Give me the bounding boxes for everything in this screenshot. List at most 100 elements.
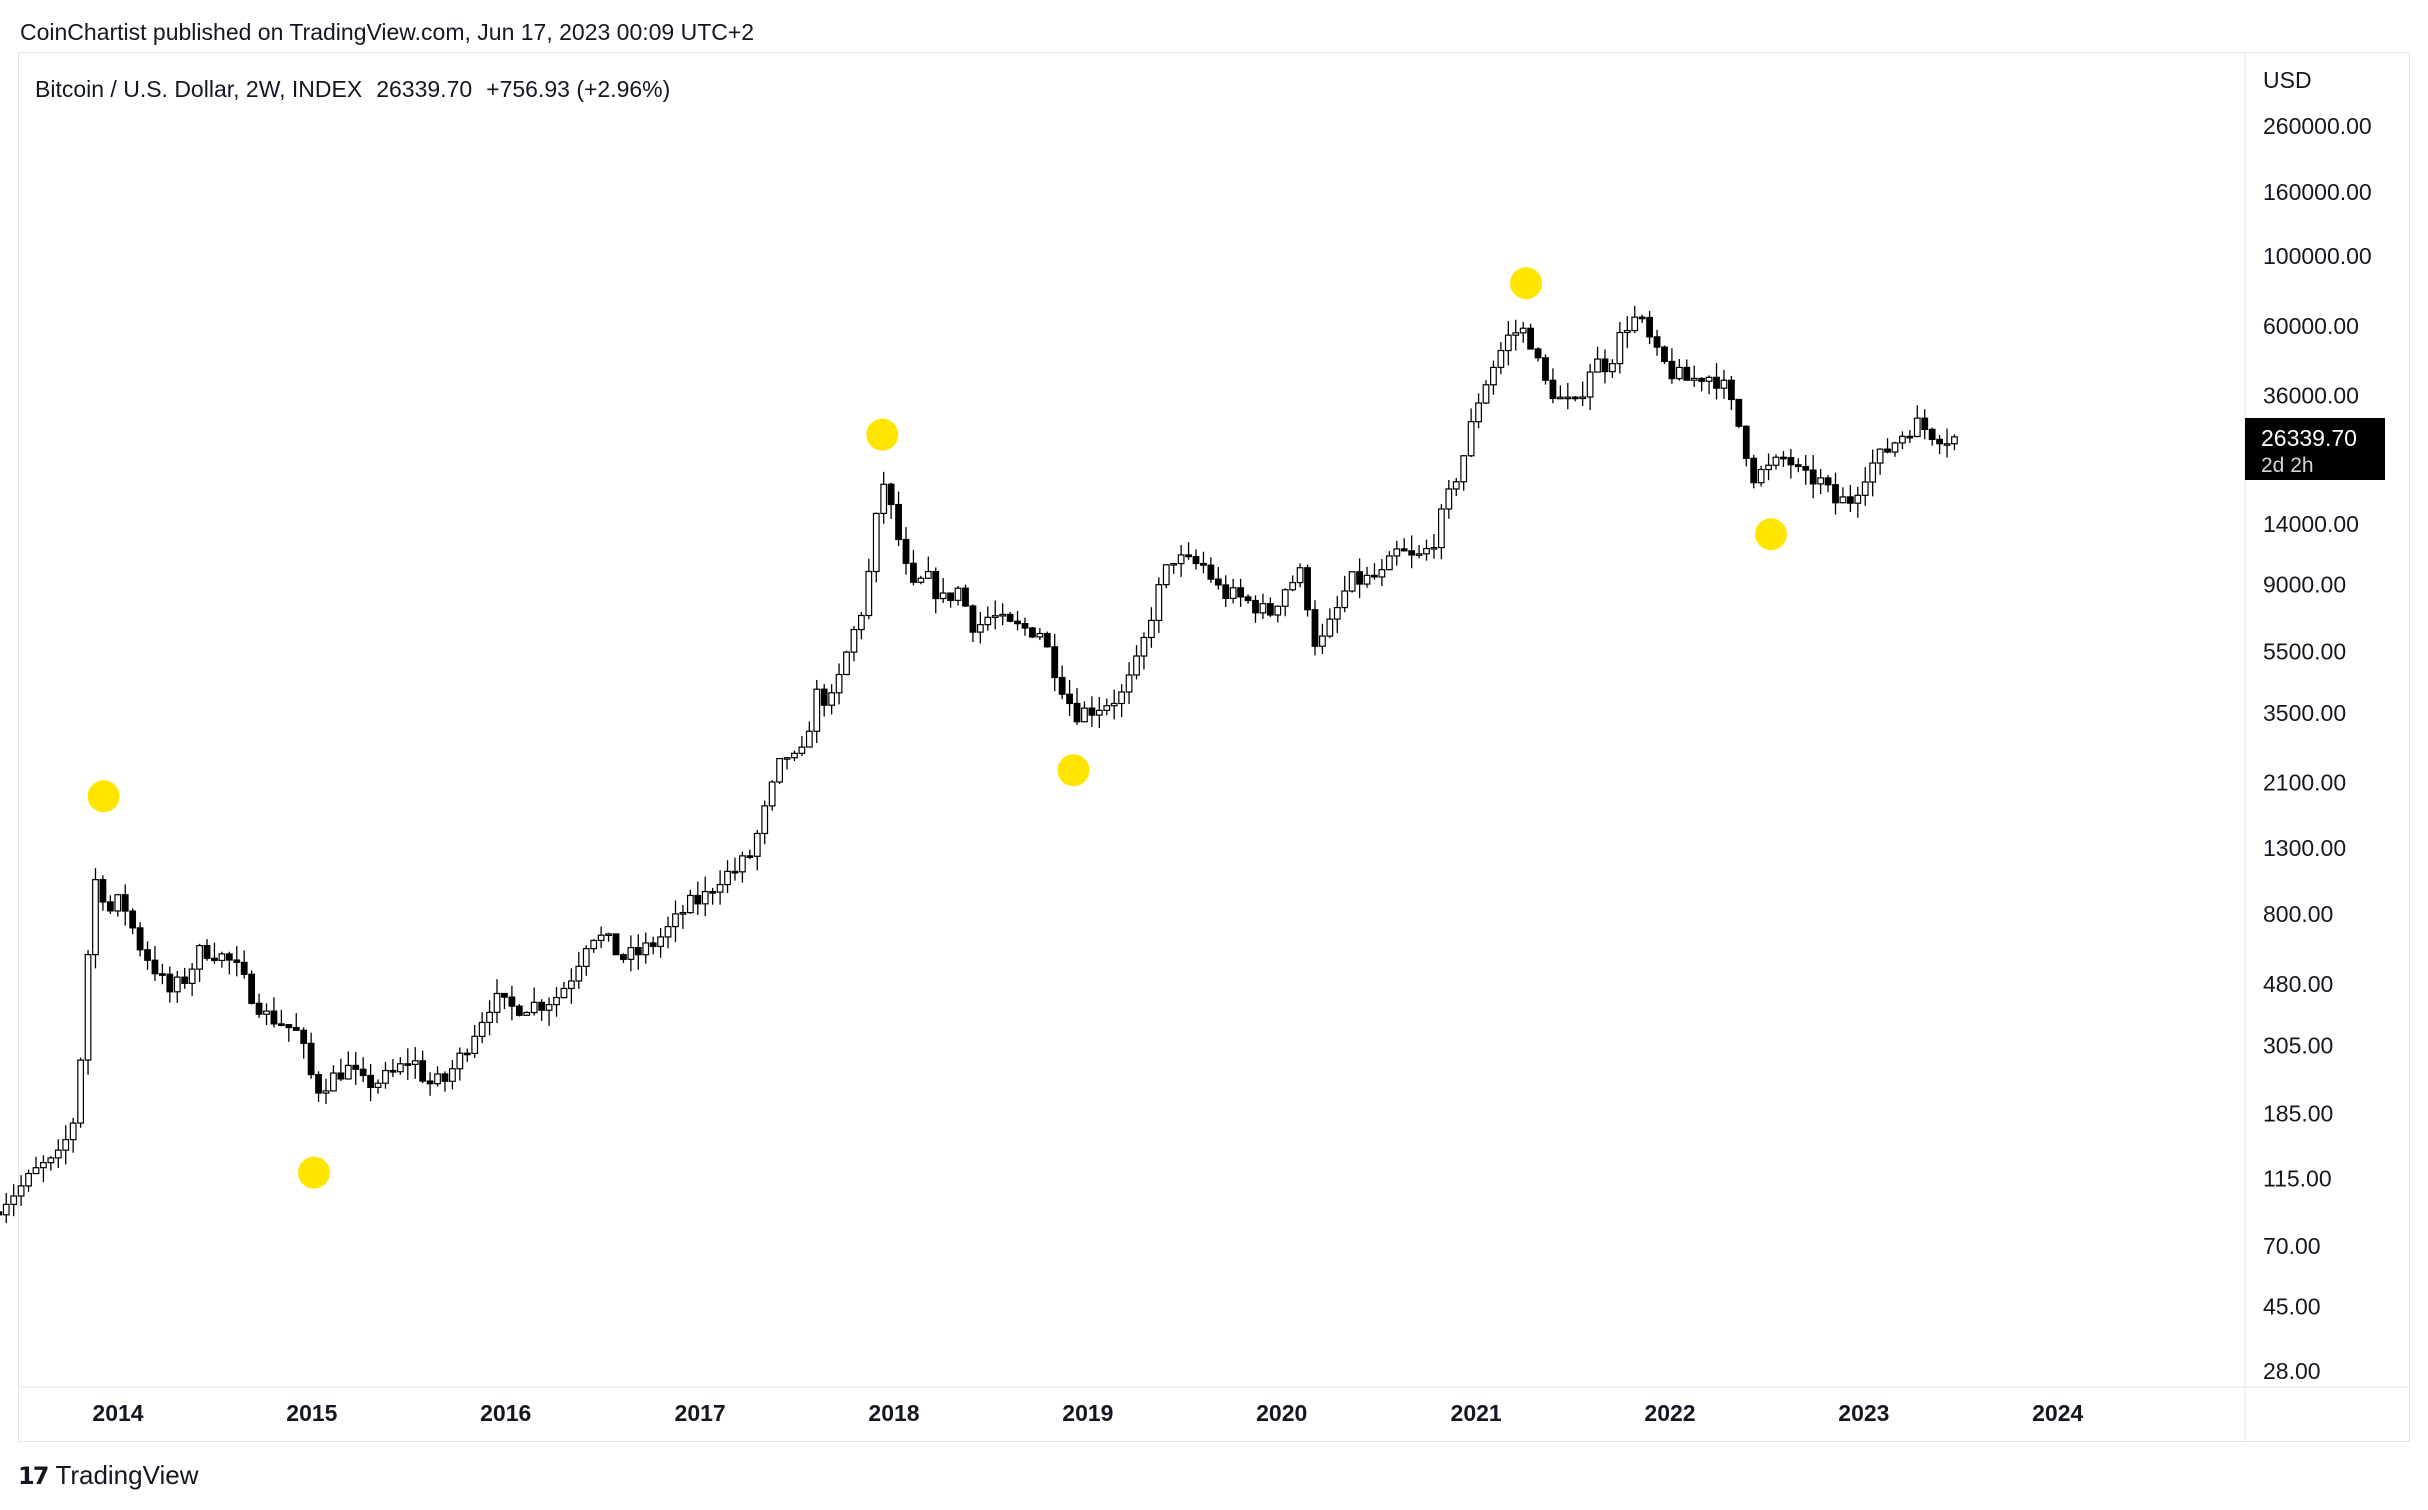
x-tick-label: 2014 <box>92 1400 143 1426</box>
candle <box>1185 542 1192 560</box>
candle <box>1690 365 1698 388</box>
candle <box>1021 617 1029 636</box>
candle <box>396 1057 404 1075</box>
candle <box>1006 611 1014 623</box>
candle <box>456 1047 464 1081</box>
candle <box>337 1058 345 1081</box>
candle <box>1452 477 1460 496</box>
candle <box>828 684 836 715</box>
candle <box>724 860 731 893</box>
candle <box>1341 575 1349 613</box>
candle <box>1460 455 1468 491</box>
candle <box>248 970 256 1005</box>
marker-dot <box>87 780 120 813</box>
candle <box>300 1027 308 1059</box>
candle <box>1378 558 1386 587</box>
candle <box>1043 631 1051 648</box>
candle <box>240 950 248 979</box>
candle <box>1913 405 1921 438</box>
tradingview-logo[interactable]: 17 TradingView <box>18 1460 198 1491</box>
candle <box>1594 346 1601 373</box>
candle <box>1430 534 1438 559</box>
candle <box>92 868 99 969</box>
candle <box>560 981 568 999</box>
x-tick-label: 2020 <box>1256 1400 1307 1426</box>
candle <box>404 1048 412 1080</box>
candle <box>753 829 761 871</box>
candle <box>627 935 635 972</box>
candle <box>352 1051 360 1085</box>
candle <box>1237 578 1245 607</box>
candle <box>1646 310 1653 345</box>
candle <box>1832 472 1839 515</box>
candle <box>783 757 791 770</box>
candle <box>1333 596 1341 634</box>
candle <box>1824 475 1832 493</box>
candle <box>1266 597 1274 617</box>
candle <box>225 951 233 975</box>
y-tick-label: 480.00 <box>2263 971 2333 997</box>
candle <box>32 1156 40 1175</box>
candle <box>1876 448 1884 475</box>
y-tick-label: 1300.00 <box>2263 835 2346 861</box>
candle <box>40 1155 47 1183</box>
candle <box>1348 571 1356 593</box>
candle <box>1571 396 1579 402</box>
symbol-change: +756.93 (+2.96%) <box>486 76 671 102</box>
candle <box>84 949 92 1075</box>
y-tick-label: 115.00 <box>2263 1165 2332 1191</box>
candle <box>1839 487 1847 504</box>
candle <box>136 922 144 957</box>
y-tick-label: 45.00 <box>2263 1293 2321 1319</box>
candle <box>1133 645 1140 680</box>
candle <box>151 946 159 981</box>
candle <box>1802 454 1810 485</box>
candle <box>270 997 278 1028</box>
candle <box>285 1024 293 1042</box>
candle <box>1014 611 1021 631</box>
candle <box>181 967 189 989</box>
y-tick-label: 5500.00 <box>2263 638 2346 664</box>
candle <box>255 993 263 1018</box>
candle <box>1527 323 1535 350</box>
candle <box>605 932 612 942</box>
candle <box>1556 385 1564 400</box>
marker-dot <box>1754 518 1787 551</box>
candle <box>1668 348 1676 384</box>
candle <box>1110 689 1118 720</box>
candle <box>1623 315 1631 349</box>
candle <box>1125 662 1133 704</box>
candle <box>1921 409 1929 440</box>
candle <box>1385 551 1393 571</box>
candle <box>441 1071 449 1092</box>
candle <box>389 1059 397 1077</box>
candle <box>1081 701 1088 723</box>
candle <box>805 721 813 748</box>
candles-layer <box>0 305 1958 1224</box>
candle <box>1653 329 1661 356</box>
candle <box>1735 398 1743 429</box>
candle <box>553 987 560 1017</box>
candle <box>1118 684 1126 718</box>
candle <box>1482 380 1490 405</box>
candle <box>1423 539 1430 561</box>
marker-dot <box>866 418 899 451</box>
candle <box>857 612 865 640</box>
candle <box>694 881 702 915</box>
x-tick-label: 2024 <box>2032 1400 2083 1426</box>
candle <box>493 979 501 1024</box>
candle <box>1884 438 1891 454</box>
candle <box>865 558 873 620</box>
candle <box>203 939 211 961</box>
candle <box>144 941 151 970</box>
candle <box>1861 467 1869 506</box>
y-tick-label: 60000.00 <box>2263 313 2359 339</box>
candle <box>1170 562 1178 574</box>
candle <box>1304 564 1311 617</box>
y-tick-label: 2100.00 <box>2263 770 2346 796</box>
candle <box>634 934 642 970</box>
candle <box>1475 393 1482 429</box>
candle <box>984 606 992 631</box>
candle <box>1289 575 1297 592</box>
